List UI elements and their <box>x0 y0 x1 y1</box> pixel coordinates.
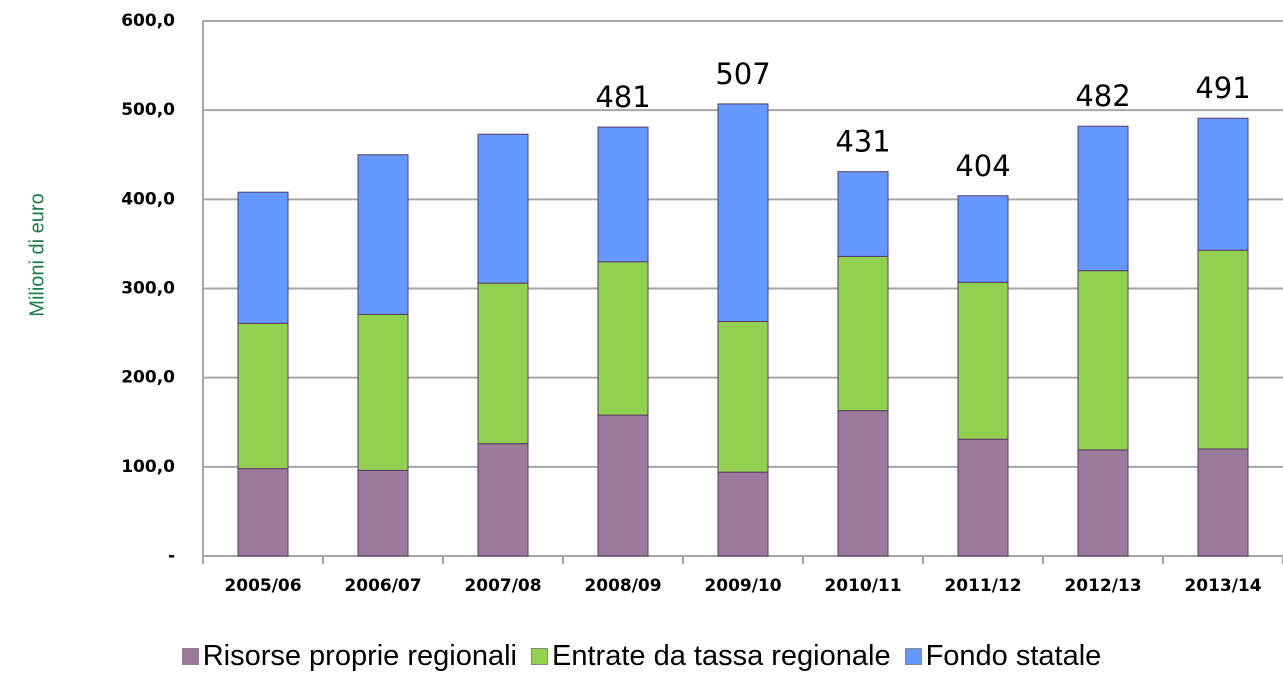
y-tick-label: 600,0 <box>121 11 175 31</box>
bar-segment <box>1077 125 1129 272</box>
y-tick-label: 100,0 <box>121 457 175 477</box>
x-tick-label: 2009/10 <box>704 576 781 596</box>
x-tick-label: 2006/07 <box>344 576 421 596</box>
bar-segment <box>357 154 409 315</box>
legend-label: Entrate da tassa regionale <box>552 640 891 672</box>
total-label: 482 <box>1075 79 1130 113</box>
bar-segment <box>957 438 1009 557</box>
bar-segment <box>957 281 1009 440</box>
bar-segment <box>477 133 529 284</box>
bar-segment <box>837 255 889 412</box>
bar-segment <box>1197 448 1249 557</box>
y-tick-label: 400,0 <box>121 189 175 209</box>
legend: Risorse proprie regionali Entrate da tass… <box>0 640 1283 673</box>
y-tick-label: 300,0 <box>121 279 175 299</box>
legend-label: Risorse proprie regionali <box>202 640 518 672</box>
x-tick-label: 2005/06 <box>224 576 301 596</box>
bar-segment <box>237 191 289 324</box>
x-tick-label: 2008/09 <box>584 576 661 596</box>
bar-segment <box>1197 249 1249 450</box>
legend-item: Risorse proprie regionali <box>181 640 518 673</box>
y-tick-label: 200,0 <box>121 368 175 388</box>
bar-segment <box>837 410 889 557</box>
bar-segment <box>717 320 769 473</box>
y-axis-label: Milioni di euro <box>26 193 48 316</box>
bar-segment <box>237 322 289 470</box>
legend-swatch <box>531 648 549 665</box>
bar-segment <box>1077 270 1129 451</box>
bar-segment <box>717 471 769 557</box>
legend-label: Fondo statale <box>925 640 1102 672</box>
bar-segment <box>1077 449 1129 557</box>
legend-swatch <box>181 648 199 665</box>
y-tick-label: 500,0 <box>121 100 175 120</box>
legend-swatch <box>904 648 922 665</box>
bar-segment <box>957 195 1009 283</box>
bar-segment <box>837 171 889 257</box>
legend-item: Entrate da tassa regionale <box>531 640 891 673</box>
x-tick-label: 2011/12 <box>944 576 1021 596</box>
total-label: 491 <box>1195 71 1250 105</box>
total-label: 404 <box>955 149 1010 183</box>
bar-segment <box>717 103 769 322</box>
y-tick-label: - <box>168 546 175 566</box>
total-label: 507 <box>715 57 770 91</box>
bar-segment <box>597 414 649 557</box>
bar-segment <box>597 261 649 416</box>
bar-segment <box>357 469 409 557</box>
x-tick-label: 2007/08 <box>464 576 541 596</box>
total-label: 431 <box>835 125 890 159</box>
bar-segment <box>357 313 409 471</box>
bar-segment <box>477 443 529 557</box>
bar-segment <box>1197 117 1249 251</box>
total-label: 481 <box>595 80 650 114</box>
legend-item: Fondo statale <box>904 640 1102 673</box>
bar-segment <box>477 282 529 445</box>
x-tick-label: 2013/14 <box>1184 576 1261 596</box>
x-tick-label: 2010/11 <box>824 576 901 596</box>
bar-segment <box>237 468 289 557</box>
bar-segment <box>597 126 649 263</box>
x-tick-label: 2012/13 <box>1064 576 1141 596</box>
